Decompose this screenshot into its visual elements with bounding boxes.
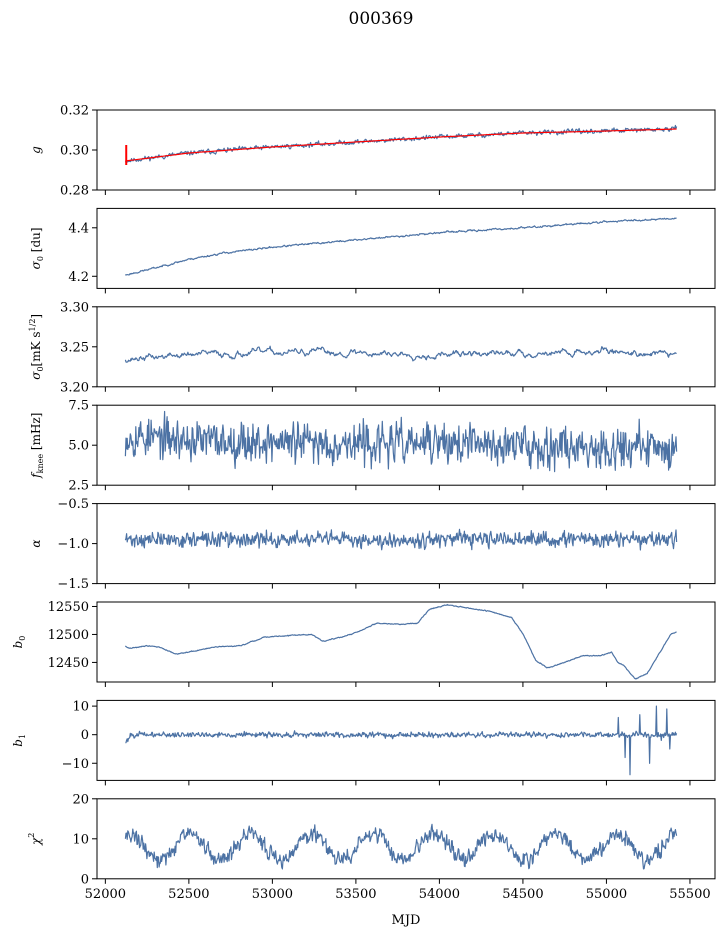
panel-b1: −10 0 10 b1 bbox=[11, 699, 716, 786]
fit-line-g bbox=[125, 128, 677, 162]
x-tick-label: 52500 bbox=[168, 887, 209, 902]
panel-alpha: −1.5 −1.0 −0.5 α bbox=[29, 497, 716, 592]
y-tick-label-chi2: 20 bbox=[72, 792, 89, 807]
panel-g: 0.28 0.30 0.32 g bbox=[29, 104, 716, 199]
y-tick-label-b1: −10 bbox=[62, 757, 89, 772]
y-tick-label-b1: 10 bbox=[72, 700, 89, 715]
axes-frame-sigma0-mk bbox=[96, 306, 716, 388]
y-tick-label-b0: 12550 bbox=[48, 600, 89, 615]
y-tick-label-b0: 12500 bbox=[48, 628, 89, 643]
y-axis-label-fknee: fknee [mHz] bbox=[29, 413, 45, 479]
x-tick-label: 55000 bbox=[586, 887, 627, 902]
x-tick-label: 53000 bbox=[252, 887, 293, 902]
y-tick-label-g: 0.28 bbox=[60, 184, 89, 199]
y-axis-label-chi2: χ2 bbox=[27, 833, 43, 846]
y-tick-label-chi2: 0 bbox=[81, 872, 89, 887]
y-tick-label-sigma0-mk: 3.30 bbox=[60, 300, 89, 315]
y-tick-label-alpha: −1.5 bbox=[57, 577, 89, 592]
y-tick-label-b0: 12450 bbox=[48, 656, 89, 671]
y-tick-label-b1: 0 bbox=[81, 728, 89, 743]
y-axis-label-b0: b0 bbox=[11, 636, 27, 649]
axes-frame-b1 bbox=[96, 699, 716, 781]
x-tick-label: 54500 bbox=[502, 887, 543, 902]
y-axis-label-g: g bbox=[29, 146, 43, 154]
y-tick-label-fknee: 7.5 bbox=[68, 399, 89, 414]
axes-frame-b0 bbox=[96, 601, 716, 683]
y-tick-label-sigma0-mk: 3.20 bbox=[60, 380, 89, 395]
axes-frame-g bbox=[96, 109, 716, 191]
series-line-alpha bbox=[124, 528, 678, 551]
y-tick-label-fknee: 5.0 bbox=[68, 439, 89, 454]
y-tick-label-fknee: 2.5 bbox=[68, 479, 89, 494]
x-tick-label: 54000 bbox=[419, 887, 460, 902]
y-tick-label-chi2: 10 bbox=[72, 832, 89, 847]
y-tick-label-sigma0-mk: 3.25 bbox=[60, 340, 89, 355]
y-tick-label-sigma0-du: 4.4 bbox=[68, 221, 89, 236]
series-line-sigma0-mk bbox=[124, 345, 677, 363]
panel-sigma0-mk: 3.20 3.25 3.30 σ0[mK s1/2] bbox=[28, 300, 716, 395]
y-tick-label-g: 0.30 bbox=[60, 144, 89, 159]
series-line-sigma0-du bbox=[124, 217, 677, 276]
panels: 0.28 0.30 0.32 g 4.2 4.4 σ0 [du] 3.20 3.25 3.30 σ0… bbox=[11, 104, 716, 902]
y-axis-label-alpha: α bbox=[29, 540, 43, 548]
y-axis-label-sigma0-mk: σ0[mK s1/2] bbox=[28, 314, 45, 380]
panel-chi2: 0 10 20 52000 52500 53000 53500 54000 54500 55000… bbox=[27, 792, 716, 902]
panel-sigma0-du: 4.2 4.4 σ0 [du] bbox=[29, 207, 716, 294]
series-line-b1 bbox=[125, 705, 678, 776]
panel-fknee: 2.5 5.0 7.5 fknee [mHz] bbox=[29, 399, 716, 494]
x-axis-label: MJD bbox=[392, 913, 421, 928]
axes-frame-sigma0-du bbox=[96, 207, 716, 289]
x-tick-label: 53500 bbox=[335, 887, 376, 902]
series-line-fknee bbox=[124, 410, 678, 473]
y-tick-label-g: 0.32 bbox=[60, 104, 89, 119]
y-tick-label-sigma0-du: 4.2 bbox=[68, 270, 89, 285]
y-tick-label-alpha: −1.0 bbox=[57, 537, 89, 552]
panel-b0: 12450 12500 12550 b0 bbox=[11, 600, 716, 687]
figure-title: 000369 bbox=[349, 9, 414, 29]
y-axis-label-b1: b1 bbox=[11, 734, 27, 747]
x-tick-label: 55500 bbox=[669, 887, 710, 902]
x-tick-label: 52000 bbox=[85, 887, 126, 902]
series-line-chi2 bbox=[124, 823, 678, 870]
y-tick-label-alpha: −0.5 bbox=[57, 497, 89, 512]
series-line-b0 bbox=[124, 603, 677, 680]
y-axis-label-sigma0-du: σ0 [du] bbox=[29, 227, 45, 269]
